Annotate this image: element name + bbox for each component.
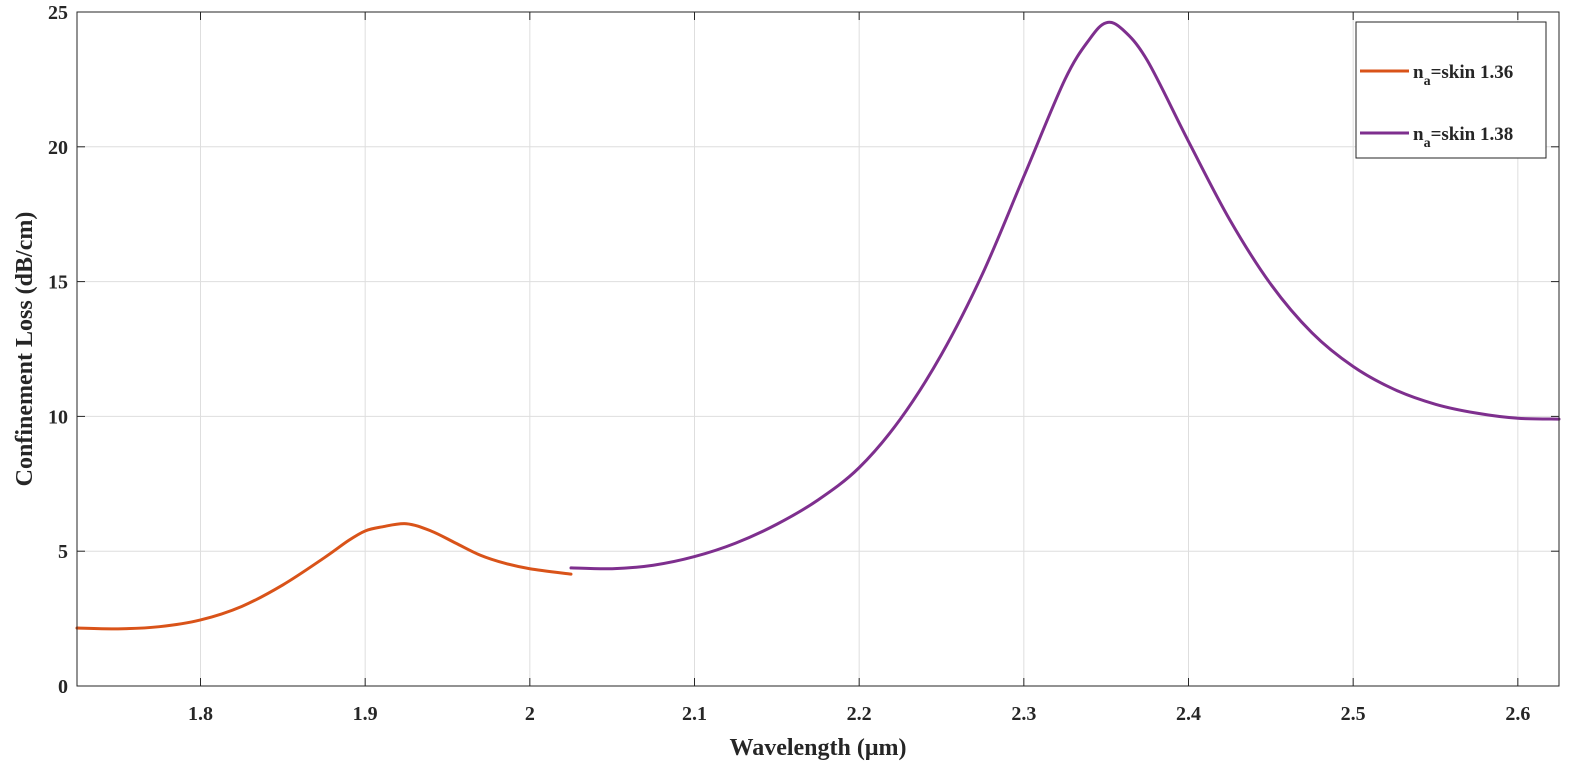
tick-marks xyxy=(77,11,1559,687)
series-line-2 xyxy=(569,20,1561,571)
x-axis-title: Wavelength (μm) xyxy=(730,735,907,761)
x-tick-labels: 1.8 1.9 2 2.1 2.2 2.3 2.4 2.5 2.6 xyxy=(188,703,1530,725)
y-tick-label: 0 xyxy=(58,676,68,698)
y-tick-label: 10 xyxy=(48,406,68,428)
x-tick-label: 2.5 xyxy=(1341,703,1366,725)
x-tick-label: 2.4 xyxy=(1176,703,1201,725)
legend-box xyxy=(1355,21,1547,159)
y-tick-label: 15 xyxy=(48,272,68,294)
x-tick-label: 2.2 xyxy=(847,703,872,725)
plot-frame xyxy=(76,11,1560,687)
legend-label-subscript: a xyxy=(1424,74,1431,89)
x-tick-label: 2.1 xyxy=(682,703,707,725)
legend-label-main: n xyxy=(1413,124,1424,145)
legend-label-main: n xyxy=(1413,62,1424,83)
y-tick-label: 5 xyxy=(58,541,68,563)
legend-label-text: =skin 1.36 xyxy=(1431,62,1514,83)
x-tick-label: 2.3 xyxy=(1011,703,1036,725)
y-axis-title: Confinement Loss (dB/cm) xyxy=(12,212,38,487)
legend-label-text: =skin 1.38 xyxy=(1431,124,1514,145)
series-group xyxy=(75,20,1561,631)
legend-label-2: na=skin 1.38 xyxy=(1413,124,1513,151)
x-tick-label: 2 xyxy=(525,703,535,725)
x-tick-label: 1.9 xyxy=(353,703,378,725)
y-tick-label: 25 xyxy=(48,2,68,24)
legend-label-1: na=skin 1.36 xyxy=(1413,62,1513,89)
y-tick-labels: 0 5 10 15 20 25 xyxy=(48,2,68,698)
series-line-1 xyxy=(75,522,573,631)
x-tick-label: 1.8 xyxy=(188,703,213,725)
y-tick-label: 20 xyxy=(48,137,68,159)
grid xyxy=(77,12,1559,686)
legend-label-subscript: a xyxy=(1424,136,1431,151)
x-tick-label: 2.6 xyxy=(1505,703,1530,725)
